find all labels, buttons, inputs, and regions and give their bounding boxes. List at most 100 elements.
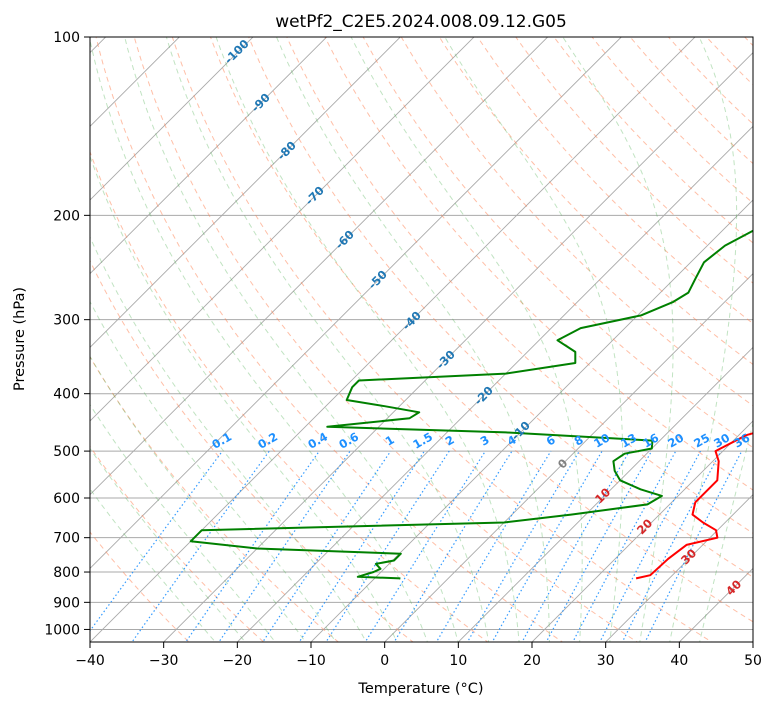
dry-adiabat-line bbox=[591, 37, 753, 204]
x-axis-label: Temperature (°C) bbox=[357, 681, 483, 697]
mixing-ratio-line bbox=[621, 450, 722, 642]
moist-adiabat-line bbox=[90, 403, 276, 642]
dry-adiabat-line bbox=[400, 37, 753, 407]
moist-adiabat-line bbox=[165, 37, 490, 642]
isotherm-line bbox=[531, 420, 753, 642]
isotherm-line bbox=[457, 346, 753, 642]
mixing-ratio-line bbox=[185, 450, 320, 642]
x-axis: −40 −30 −20 −10 0 10 20 30 40 50 bbox=[75, 642, 762, 669]
mixing-ratio-line bbox=[262, 450, 392, 642]
y-tick-label: 500 bbox=[53, 444, 80, 460]
isotherm-label: -100 bbox=[222, 37, 252, 67]
mixing-ratio-label: 10 bbox=[591, 431, 612, 451]
dry-adiabat-line bbox=[90, 259, 414, 642]
mixing-ratio-label: 13 bbox=[618, 431, 639, 451]
moist-adiabat-line bbox=[669, 37, 738, 642]
plot-frame bbox=[89, 36, 754, 643]
isotherm-line bbox=[90, 37, 475, 422]
x-tick-label: 40 bbox=[670, 653, 688, 669]
moist-adiabat-line bbox=[276, 37, 550, 642]
dry-adiabat-line bbox=[171, 37, 713, 642]
y-tick-label: 400 bbox=[53, 387, 80, 403]
dry-adiabat-label: 20 bbox=[634, 516, 655, 537]
mixing-ratio-line bbox=[644, 450, 743, 642]
moist-adiabat-line bbox=[90, 300, 337, 642]
dry-adiabat-line bbox=[362, 37, 753, 449]
mixing-ratio-label: 2 bbox=[443, 433, 457, 449]
isotherm-line bbox=[605, 494, 753, 642]
dry-adiabat-line bbox=[756, 10, 775, 654]
mixing-ratio-label: 1 bbox=[383, 433, 397, 449]
mixing-ratio-label: 3 bbox=[478, 433, 492, 449]
isotherm-line bbox=[90, 37, 401, 348]
moist-adiabat-line bbox=[699, 421, 753, 642]
isopleth-labels: -100-90-80-70-60-50-40-30-20-100.1 0.2 0.4… bbox=[209, 37, 752, 598]
moist-adiabat-line bbox=[562, 37, 674, 642]
dry-adiabat-line bbox=[90, 356, 340, 642]
temperature-line bbox=[635, 432, 753, 580]
dry-adiabat-line bbox=[667, 37, 753, 125]
x-tick-label: 30 bbox=[597, 653, 615, 669]
mixing-ratio-label: 36 bbox=[731, 431, 752, 451]
isotherm-line bbox=[90, 37, 254, 201]
isotherm-line bbox=[90, 37, 549, 496]
dry-adiabat-line bbox=[95, 37, 564, 642]
isotherm-line bbox=[163, 52, 753, 642]
moist-adiabat-line bbox=[90, 38, 429, 642]
mixing-ratio-label: 16 bbox=[640, 431, 661, 451]
moist-adiabat-line bbox=[124, 37, 459, 642]
dry-adiabat-line bbox=[515, 37, 753, 284]
dewpoint-line bbox=[189, 229, 753, 580]
moist-adiabat-line bbox=[350, 37, 583, 642]
isotherm-line bbox=[0, 10, 59, 654]
moist-adiabat-line bbox=[90, 154, 398, 642]
moist-adiabat-line bbox=[90, 488, 216, 642]
isotherm-line bbox=[384, 273, 753, 642]
y-tick-label: 900 bbox=[53, 595, 80, 611]
mixing-ratio-line bbox=[545, 450, 653, 642]
dry-adiabat-line bbox=[90, 531, 190, 642]
mixing-ratio-label: 30 bbox=[711, 431, 732, 451]
x-tick-label: 20 bbox=[523, 653, 541, 669]
x-tick-label: −40 bbox=[75, 653, 105, 669]
isotherm-line bbox=[310, 199, 753, 642]
mixing-ratio-line bbox=[131, 450, 270, 642]
isotherm-line bbox=[90, 37, 696, 642]
plot-area: -100-90-80-70-60-50-40-30-20-100.1 0.2 0.4… bbox=[0, 10, 775, 654]
chart-title: wetPf2_C2E5.2024.008.09.12.G05 bbox=[275, 12, 567, 32]
series-layer bbox=[189, 229, 753, 580]
mixing-ratio-label: 0.4 bbox=[305, 429, 330, 451]
mixing-ratio-line bbox=[435, 450, 552, 642]
dry-adiabat-line bbox=[209, 37, 753, 623]
y-tick-label: 600 bbox=[53, 491, 80, 507]
mixing-ratio-line bbox=[491, 450, 603, 642]
x-tick-label: 50 bbox=[744, 653, 762, 669]
moist-adiabat-line bbox=[444, 37, 624, 642]
dry-adiabat-line bbox=[286, 37, 753, 534]
mixing-ratio-line bbox=[466, 450, 580, 642]
isotherm-line bbox=[236, 125, 753, 642]
y-axis-label: Pressure (hPa) bbox=[12, 287, 28, 391]
dry-adiabat-line bbox=[90, 445, 265, 642]
x-tick-label: −10 bbox=[296, 653, 326, 669]
mixing-ratio-line bbox=[218, 450, 351, 642]
dry-adiabat-line bbox=[90, 150, 489, 642]
moist-adiabat-line bbox=[90, 447, 246, 642]
mixing-ratio-label: 0.2 bbox=[255, 429, 280, 451]
mixing-ratio-line bbox=[393, 450, 513, 642]
isotherm-label: -50 bbox=[365, 267, 390, 292]
dry-adiabat-line bbox=[553, 37, 753, 244]
isotherm-line bbox=[90, 37, 328, 275]
isotherm-line bbox=[752, 641, 753, 642]
x-tick-label: −20 bbox=[223, 653, 253, 669]
dry-adiabat-label: 10 bbox=[592, 485, 613, 506]
mixing-ratio-label: 20 bbox=[665, 431, 686, 451]
mixing-ratio-label: 0.1 bbox=[209, 429, 234, 451]
y-tick-label: 700 bbox=[53, 531, 80, 547]
x-tick-label: 0 bbox=[380, 653, 389, 669]
isotherm-label: -70 bbox=[302, 183, 327, 208]
y-tick-label: 1000 bbox=[44, 622, 80, 638]
y-axis: 1000 900 800 700 600 500 400 300 200 100 bbox=[44, 30, 90, 638]
background-lines bbox=[0, 10, 775, 654]
